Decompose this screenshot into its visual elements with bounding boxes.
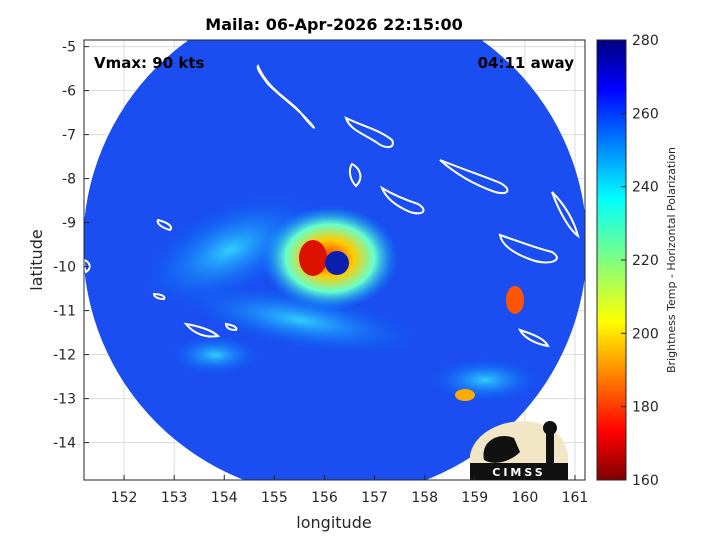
x-tick-label: 157 xyxy=(361,490,388,506)
x-tick-label: 156 xyxy=(311,490,338,506)
vmax-annotation: Vmax: 90 kts xyxy=(94,54,204,72)
colorbar-tick-label: 260 xyxy=(632,106,659,122)
coastline-solomon-2 xyxy=(344,116,394,148)
y-axis-ticks: -5 -6 -7 -8 -9 -10 -11 -12 -13 -14 xyxy=(53,40,89,452)
x-tick-label: 152 xyxy=(111,490,138,506)
y-tick-label: -8 xyxy=(62,172,76,188)
plot-frame xyxy=(83,39,586,481)
cold-band-south xyxy=(181,285,419,355)
y-tick-label: -5 xyxy=(62,40,76,56)
x-axis-ticks: 152 153 154 155 156 157 158 159 160 161 xyxy=(111,475,589,506)
colorbar-tick-label: 220 xyxy=(632,253,659,269)
storm-eye xyxy=(325,251,349,275)
coastline-solomon-5 xyxy=(498,233,558,264)
cold-cell-southeast xyxy=(430,358,540,402)
x-tick-label: 154 xyxy=(211,490,238,506)
colorbar: 160 180 200 220 240 260 280 Brightness Temp - … xyxy=(596,33,678,489)
y-tick-label: -14 xyxy=(53,436,76,452)
convective-cell-east xyxy=(506,286,524,314)
colorbar-label: Brightness Temp - Horizontal Polarizatio… xyxy=(665,147,678,373)
logo-tower-top xyxy=(543,421,557,435)
coastline-new-guinea xyxy=(84,52,115,80)
logo-text: CIMSS xyxy=(492,466,545,479)
y-tick-label: -12 xyxy=(53,348,76,364)
time-away-annotation: 04:11 away xyxy=(478,54,575,72)
eyewall-core xyxy=(299,240,327,276)
x-tick-label: 155 xyxy=(261,490,288,506)
logo-tower xyxy=(546,428,554,468)
coastline-islet-2 xyxy=(551,191,580,239)
y-tick-label: -6 xyxy=(62,84,76,100)
x-axis-label: longitude xyxy=(296,513,371,532)
coastline-islet-7 xyxy=(518,328,550,348)
y-axis-label: latitude xyxy=(27,229,46,290)
x-tick-label: 158 xyxy=(411,490,438,506)
y-tick-label: -10 xyxy=(53,260,76,276)
chart-title: Maila: 06-Apr-2026 22:15:00 xyxy=(205,15,462,34)
colorbar-tick-label: 280 xyxy=(632,33,659,49)
coastline-solomon-3 xyxy=(439,159,509,194)
cimss-logo: CIMSS xyxy=(470,421,568,480)
coastline-solomon-4 xyxy=(379,185,425,215)
coastlines xyxy=(84,52,580,348)
colorbar-tick-label: 200 xyxy=(632,326,659,342)
coastline-islet-6 xyxy=(152,292,166,301)
x-tick-label: 160 xyxy=(512,490,539,506)
plot-area: Vmax: 90 kts 04:11 away CIMSS xyxy=(83,39,586,481)
y-tick-label: -7 xyxy=(62,128,76,144)
logo-satellite-dish xyxy=(483,436,520,463)
y-tick-label: -9 xyxy=(62,216,76,232)
x-tick-label: 161 xyxy=(562,490,589,506)
y-tick-label: -13 xyxy=(53,392,76,408)
colorbar-tick-label: 160 xyxy=(632,473,659,489)
y-tick-label: -11 xyxy=(53,304,76,320)
coastline-islet-4 xyxy=(183,322,221,338)
convective-cell-southeast xyxy=(455,389,475,401)
cold-band-west xyxy=(141,192,319,308)
coastline-islet-5 xyxy=(224,322,238,332)
colorbar-tick-label: 180 xyxy=(632,400,659,416)
cold-band-outer xyxy=(170,335,260,375)
coastline-islet-3 xyxy=(156,218,172,232)
coastline-islet-1 xyxy=(348,162,362,188)
brightness-temp-swath xyxy=(84,40,585,480)
x-tick-label: 159 xyxy=(461,490,488,506)
colorbar-ticks: 160 180 200 220 240 260 280 xyxy=(621,33,659,489)
colorbar-tick-label: 240 xyxy=(632,180,659,196)
logo-band xyxy=(470,463,568,480)
x-tick-label: 153 xyxy=(161,490,188,506)
coastline-solomon-1 xyxy=(256,64,316,129)
